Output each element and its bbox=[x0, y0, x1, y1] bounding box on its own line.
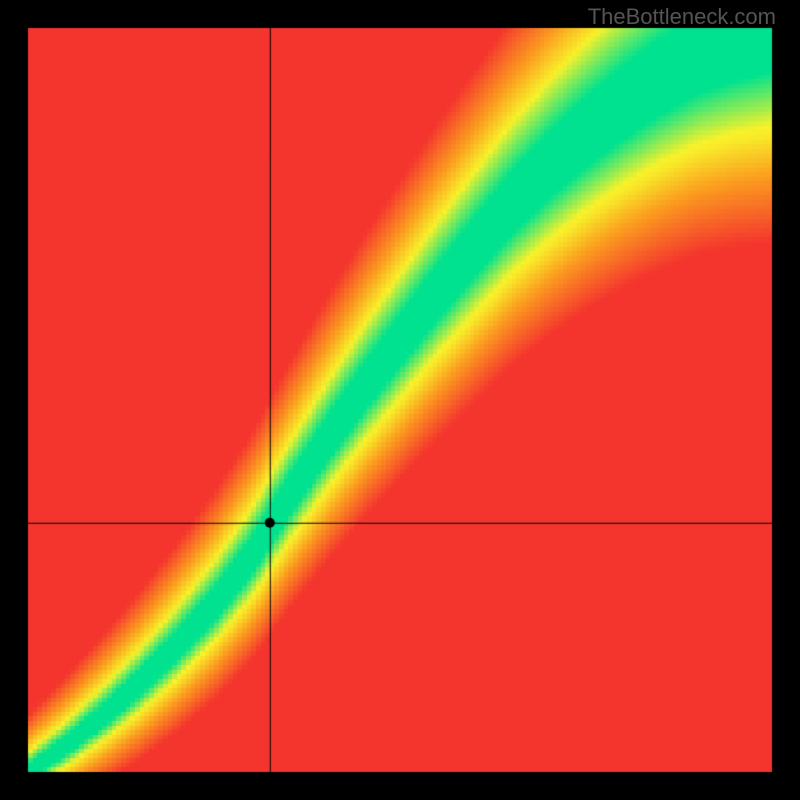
chart-container: TheBottleneck.com bbox=[0, 0, 800, 800]
watermark-text: TheBottleneck.com bbox=[588, 4, 776, 30]
bottleneck-heatmap bbox=[0, 0, 800, 800]
